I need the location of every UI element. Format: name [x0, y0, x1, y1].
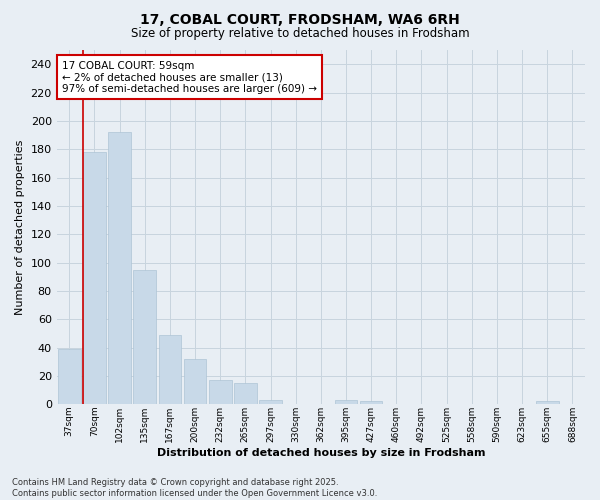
Bar [133, 270, 156, 404]
Text: 17, COBAL COURT, FRODSHAM, WA6 6RH: 17, COBAL COURT, FRODSHAM, WA6 6RH [140, 12, 460, 26]
Bar [209, 380, 232, 404]
Text: 17 COBAL COURT: 59sqm
← 2% of detached houses are smaller (13)
97% of semi-detac: 17 COBAL COURT: 59sqm ← 2% of detached h… [62, 60, 317, 94]
Bar [108, 132, 131, 404]
Bar [58, 349, 80, 404]
Bar [360, 402, 382, 404]
Bar [158, 335, 181, 404]
Y-axis label: Number of detached properties: Number of detached properties [15, 140, 25, 315]
Text: Contains HM Land Registry data © Crown copyright and database right 2025.
Contai: Contains HM Land Registry data © Crown c… [12, 478, 377, 498]
Bar [184, 359, 206, 404]
X-axis label: Distribution of detached houses by size in Frodsham: Distribution of detached houses by size … [157, 448, 485, 458]
Bar [536, 402, 559, 404]
Bar [83, 152, 106, 404]
Bar [335, 400, 358, 404]
Bar [234, 383, 257, 404]
Bar [259, 400, 282, 404]
Text: Size of property relative to detached houses in Frodsham: Size of property relative to detached ho… [131, 28, 469, 40]
